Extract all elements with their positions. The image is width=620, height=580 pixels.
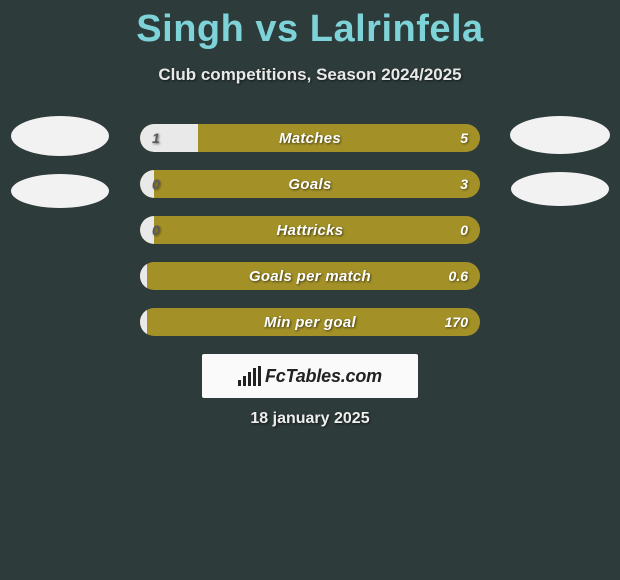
player1-club-logo [11,116,109,156]
stat-row: Min per goal 170 [140,308,480,336]
stat-row: 1 Matches 5 [140,124,480,152]
fctables-logo[interactable]: FcTables.com [202,354,418,398]
stat-row: Goals per match 0.6 [140,262,480,290]
vs-separator: vs [255,8,298,50]
stat-row: 0 Hattricks 0 [140,216,480,244]
stat-right-value: 0 [460,216,468,244]
stat-right-value: 170 [445,308,468,336]
stat-right-value: 5 [460,124,468,152]
stat-metric-label: Min per goal [140,308,480,336]
left-avatars [0,116,120,226]
player2-photo [511,172,609,206]
stat-right-value: 3 [460,170,468,198]
right-avatars [500,116,620,224]
chart-icon [238,366,261,386]
logo-text: FcTables.com [265,366,382,387]
player1-photo [11,174,109,208]
stat-metric-label: Matches [140,124,480,152]
date-label: 18 january 2025 [0,410,620,428]
stat-right-value: 0.6 [449,262,468,290]
stat-metric-label: Goals [140,170,480,198]
player2-club-logo [510,116,610,154]
comparison-title: Singh vs Lalrinfela [0,0,620,51]
player1-name: Singh [136,8,244,50]
stat-metric-label: Goals per match [140,262,480,290]
stat-metric-label: Hattricks [140,216,480,244]
stat-row: 0 Goals 3 [140,170,480,198]
player2-name: Lalrinfela [310,8,484,50]
subtitle: Club competitions, Season 2024/2025 [0,65,620,85]
stats-bars: 1 Matches 5 0 Goals 3 0 Hattricks 0 Goal… [140,124,480,354]
